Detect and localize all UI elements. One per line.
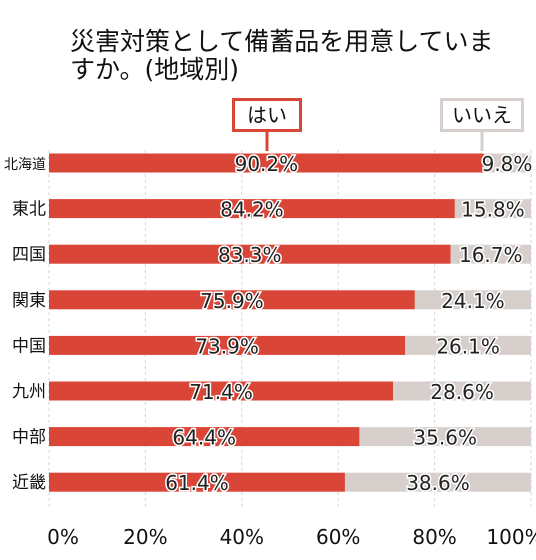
data-label: 61.4%: [165, 471, 229, 495]
category-label: 九州: [12, 382, 46, 402]
category-label: 北海道: [4, 157, 46, 173]
data-label: 24.1%: [441, 289, 505, 313]
data-label: 26.1%: [436, 334, 500, 358]
bar-segment: [450, 244, 531, 264]
category-label: 関東: [12, 291, 46, 311]
bar-segment: [49, 381, 394, 401]
bar-segment: [49, 244, 451, 264]
data-label: 9.8%: [482, 152, 533, 176]
category-label: 中国: [12, 336, 46, 356]
data-label: 35.6%: [413, 426, 477, 450]
bar-segment: [414, 290, 531, 310]
data-label: 83.3%: [218, 243, 282, 267]
x-tick-label: 0%: [47, 525, 79, 549]
bar-segment: [393, 381, 531, 401]
data-label: 84.2%: [220, 198, 284, 222]
category-label: 東北: [12, 200, 46, 220]
chart-title: 災害対策として備蓄品を用意していますか。(地域別): [70, 27, 494, 84]
bar-segment: [405, 335, 531, 355]
data-label: 73.9%: [195, 334, 259, 358]
category-label: 四国: [12, 245, 46, 265]
x-tick-label: 20%: [123, 525, 167, 549]
bar-segment: [49, 290, 415, 310]
bar-segment: [49, 199, 455, 219]
category-label: 近畿: [12, 473, 46, 493]
bar-segment: [49, 335, 406, 355]
bar-segment: [344, 472, 531, 492]
bar-segment: [359, 427, 531, 447]
legend-yes: はい: [232, 98, 302, 132]
bar-segment: [49, 153, 484, 173]
category-label: 中部: [12, 428, 46, 448]
x-tick-label: 100%: [486, 525, 536, 549]
data-label: 16.7%: [459, 243, 523, 267]
x-tick-label: 60%: [316, 525, 360, 549]
bar-segment: [49, 427, 360, 447]
bar-segment: [454, 199, 531, 219]
data-label: 28.6%: [430, 380, 494, 404]
data-label: 64.4%: [172, 426, 236, 450]
data-label: 71.4%: [189, 380, 253, 404]
data-label: 15.8%: [461, 198, 525, 222]
legend-no: いいえ: [440, 98, 524, 132]
data-label: 90.2%: [235, 152, 299, 176]
x-tick-label: 80%: [412, 525, 456, 549]
x-tick-label: 40%: [220, 525, 264, 549]
data-label: 75.9%: [200, 289, 264, 313]
bar-segment: [483, 153, 531, 173]
data-label: 38.6%: [406, 471, 470, 495]
bar-segment: [49, 472, 345, 492]
